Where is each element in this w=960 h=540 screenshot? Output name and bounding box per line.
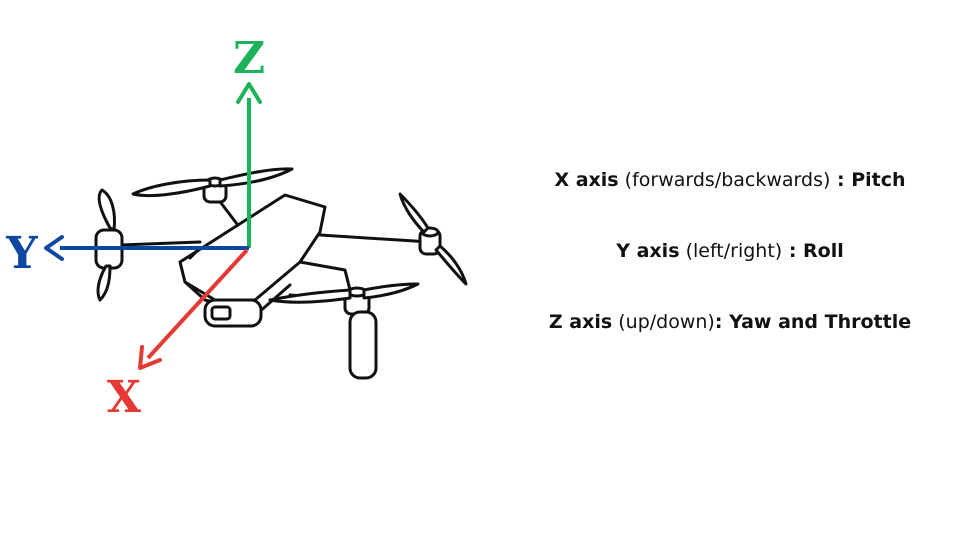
- legend-description: (left/right): [685, 240, 783, 262]
- legend-motion: Pitch: [851, 169, 906, 191]
- x-axis-arrowhead: [138, 345, 162, 370]
- x-axis-label: X: [107, 372, 142, 423]
- legend-row-y: Y axis (left/right) : Roll: [505, 231, 955, 302]
- legend-separator: :: [782, 240, 804, 262]
- drone-illustration: [94, 167, 468, 380]
- legend-description: (up/down): [618, 311, 715, 333]
- legend-row-z: Z axis (up/down): Yaw and Throttle: [505, 302, 955, 373]
- legend-axis: X axis: [554, 169, 619, 191]
- z-axis-label: Z: [233, 33, 265, 84]
- legend-axis: Y axis: [616, 240, 680, 262]
- legend-motion: Yaw and Throttle: [729, 311, 912, 333]
- x-axis-line: [146, 248, 249, 360]
- legend-axis: Z axis: [548, 311, 613, 333]
- propeller-left: [94, 188, 202, 302]
- propeller-right: [318, 192, 468, 286]
- z-axis: Z: [233, 33, 265, 248]
- y-axis: Y: [5, 228, 249, 279]
- y-axis-label: Y: [5, 228, 38, 279]
- legend-separator: :: [714, 311, 730, 333]
- legend-separator: :: [830, 169, 852, 191]
- camera-gimbal: [203, 298, 263, 328]
- legend-row-x: X axis (forwards/backwards) : Pitch: [505, 160, 955, 231]
- propeller-top-left: [131, 167, 294, 230]
- propeller-bottom-right: [268, 282, 420, 380]
- legend-description: (forwards/backwards): [624, 169, 831, 191]
- axis-legend: X axis (forwards/backwards) : Pitch Y ax…: [505, 160, 955, 373]
- z-axis-arrowhead: [236, 82, 262, 104]
- legend-motion: Roll: [803, 240, 844, 262]
- x-axis: X: [107, 248, 249, 423]
- y-axis-arrowhead: [44, 235, 64, 261]
